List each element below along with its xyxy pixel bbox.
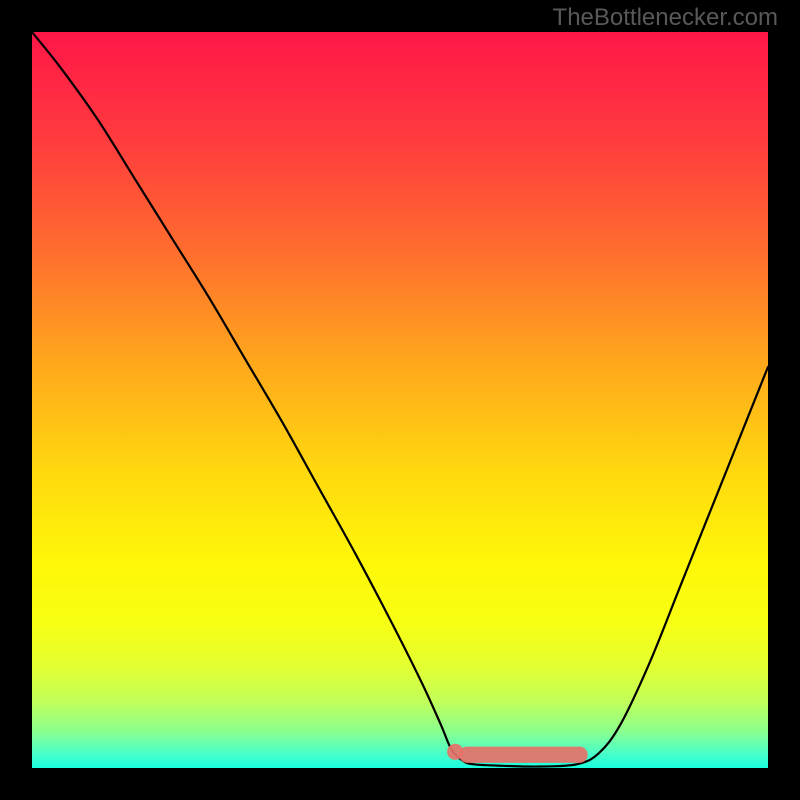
chart-canvas: TheBottlenecker.com bbox=[0, 0, 800, 800]
bottleneck-curve bbox=[32, 32, 768, 767]
optimal-range-band bbox=[459, 747, 588, 763]
curve-layer bbox=[32, 32, 768, 768]
plot-area bbox=[32, 32, 768, 768]
watermark-text: TheBottlenecker.com bbox=[553, 4, 778, 32]
optimal-range-dot bbox=[447, 744, 463, 760]
